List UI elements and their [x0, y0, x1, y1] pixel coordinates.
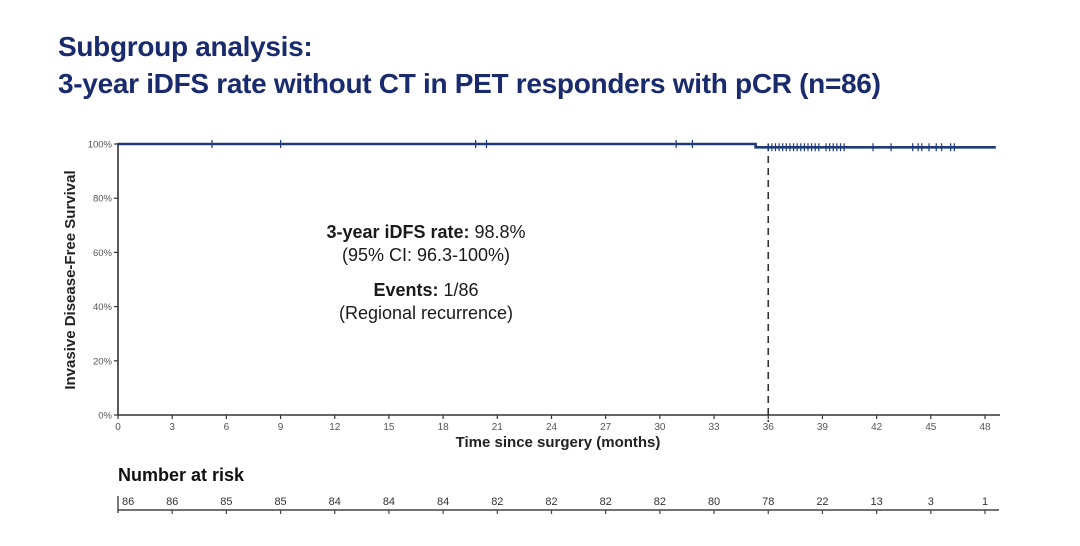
risk-count: 84	[329, 496, 341, 508]
km-annotation: 3-year iDFS rate: 98.8% (95% CI: 96.3-10…	[268, 221, 584, 325]
risk-count: 84	[437, 496, 449, 508]
x-tick-label: 12	[329, 422, 341, 433]
risk-count: 82	[491, 496, 503, 508]
risk-count: 82	[654, 496, 666, 508]
x-tick-label: 27	[600, 422, 612, 433]
y-tick-label: 40%	[93, 302, 113, 313]
risk-count: 1	[982, 496, 988, 508]
events-line: Events: 1/86	[268, 279, 584, 302]
x-axis: 0 3 6 9 12 15 18 21 24 27 30 33 36 39 42 45 48	[115, 414, 1000, 433]
slide-title: Subgroup analysis: 3-year iDFS rate with…	[58, 28, 881, 102]
survival-curve-group	[118, 142, 996, 149]
censor-marks-group	[211, 140, 955, 152]
y-tick-label: 80%	[93, 194, 113, 205]
x-tick-label: 24	[546, 422, 558, 433]
x-tick-label: 0	[115, 422, 121, 433]
risk-count: 80	[708, 496, 720, 508]
risk-count: 78	[762, 496, 774, 508]
x-tick-label: 3	[169, 422, 175, 433]
title-line-2: 3-year iDFS rate without CT in PET respo…	[58, 68, 881, 99]
x-tick-label: 30	[654, 422, 666, 433]
risk-count: 22	[816, 496, 828, 508]
risk-count: 86	[122, 496, 134, 508]
risk-count: 84	[383, 496, 395, 508]
events-label: Events:	[373, 280, 439, 300]
y-tick-label: 60%	[93, 248, 113, 259]
x-tick-label: 15	[383, 422, 395, 433]
x-tick-label: 42	[871, 422, 883, 433]
events-value: 1/86	[443, 280, 479, 300]
risk-table-title: Number at risk	[118, 465, 245, 485]
ci-text: (95% CI: 96.3-100%)	[341, 245, 511, 265]
risk-count: 82	[600, 496, 612, 508]
events-detail: (Regional recurrence)	[338, 303, 514, 323]
y-tick-label: 100%	[88, 140, 113, 151]
rate-label: 3-year iDFS rate:	[326, 222, 470, 242]
risk-count: 85	[274, 496, 286, 508]
risk-count: 86	[166, 496, 178, 508]
rate-value: 98.8%	[474, 222, 526, 242]
y-tick-label: 20%	[93, 356, 113, 367]
risk-count: 3	[928, 496, 934, 508]
x-tick-label: 36	[763, 422, 775, 433]
risk-count: 82	[545, 496, 557, 508]
y-axis: 0% 20% 40% 60% 80% 100%	[88, 140, 119, 422]
risk-count: 13	[871, 496, 883, 508]
x-tick-label: 39	[817, 422, 829, 433]
x-axis-label: Time since surgery (months)	[456, 434, 661, 451]
x-tick-label: 6	[224, 422, 230, 433]
x-tick-label: 48	[979, 422, 991, 433]
x-tick-label: 33	[709, 422, 721, 433]
y-axis-label: Invasive Disease-Free Survival	[62, 170, 79, 389]
rate-line: 3-year iDFS rate: 98.8%	[268, 221, 584, 244]
x-tick-label: 18	[438, 422, 450, 433]
survival-curve	[118, 142, 996, 149]
x-tick-label: 9	[278, 422, 284, 433]
title-line-1: Subgroup analysis:	[58, 31, 313, 62]
risk-table-axis: 86 86 85 85 84 84 84 82 82 82 82 80 78 22 13 3 1	[117, 496, 999, 514]
x-tick-label: 21	[492, 422, 504, 433]
x-tick-label: 45	[925, 422, 937, 433]
y-tick-label: 0%	[98, 411, 112, 422]
risk-count: 85	[220, 496, 232, 508]
